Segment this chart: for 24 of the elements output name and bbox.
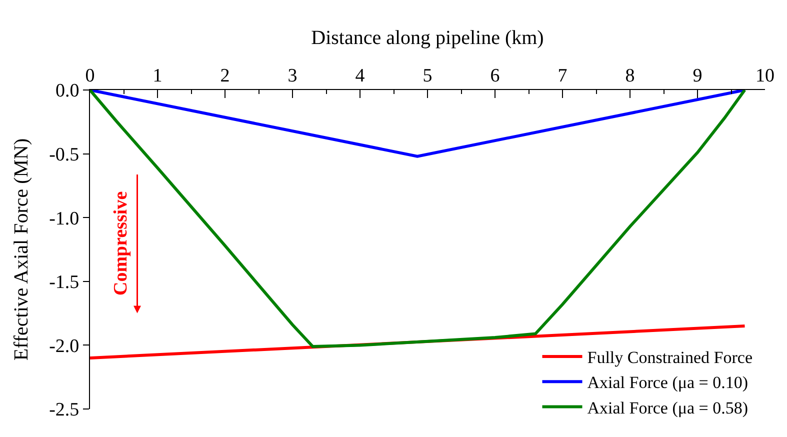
annotation: Compressive bbox=[110, 191, 132, 296]
legend-label: Fully Constrained Force bbox=[587, 348, 753, 368]
x-tick-label: 9 bbox=[692, 65, 702, 86]
x-tick-label: 3 bbox=[288, 65, 298, 86]
x-tick-label: 7 bbox=[558, 65, 568, 86]
legend-label: Axial Force (μa = 0.10) bbox=[587, 373, 748, 392]
y-tick-label: -1.0 bbox=[49, 208, 80, 230]
y-tick-label: -2.0 bbox=[49, 336, 80, 357]
y-axis-title: Effective Axial Force (MN) bbox=[10, 138, 33, 361]
line-series bbox=[90, 90, 746, 348]
y-tick-label: -2.5 bbox=[49, 400, 80, 421]
x-tick-label: 0 bbox=[85, 65, 95, 86]
x-tick-label: 10 bbox=[756, 65, 774, 86]
x-axis-title: Distance along pipeline (km) bbox=[311, 26, 544, 49]
y-tick-label: -1.5 bbox=[49, 272, 80, 294]
legend-label: Axial Force (μa = 0.58) bbox=[587, 398, 748, 418]
x-tick-label: 5 bbox=[422, 65, 432, 86]
x-tick-label: 1 bbox=[152, 65, 162, 86]
x-tick-label: 4 bbox=[355, 65, 366, 86]
y-tick-label: 0.0 bbox=[55, 80, 80, 102]
y-tick-label: -0.5 bbox=[49, 144, 80, 166]
x-tick-label: 6 bbox=[490, 65, 500, 86]
x-tick-label: 2 bbox=[220, 65, 230, 86]
x-tick-label: 8 bbox=[625, 65, 635, 86]
